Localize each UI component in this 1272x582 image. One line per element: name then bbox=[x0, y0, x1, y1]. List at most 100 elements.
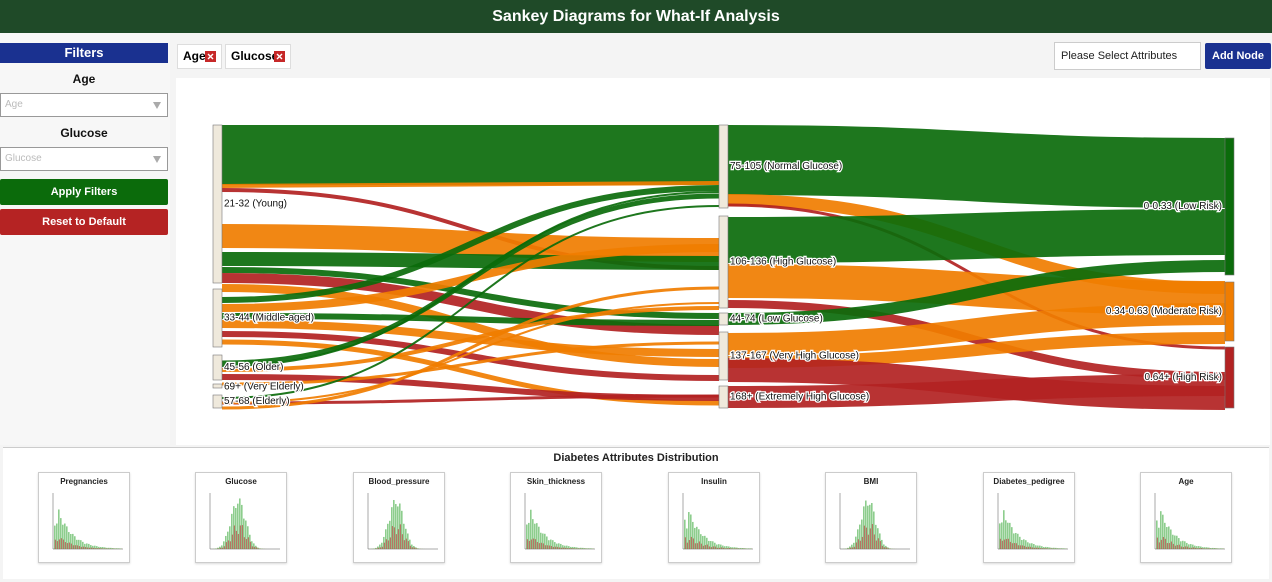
hist-bar bbox=[243, 518, 245, 549]
chip-remove[interactable] bbox=[274, 51, 285, 62]
hist-bar bbox=[528, 540, 530, 549]
hist-bar bbox=[1041, 548, 1043, 549]
hist-bar bbox=[383, 542, 385, 549]
hist-bar bbox=[742, 548, 744, 549]
hist-bar bbox=[1049, 548, 1051, 549]
hist-bar bbox=[724, 548, 726, 549]
hist-bar bbox=[1194, 547, 1196, 549]
hist-bar bbox=[397, 506, 399, 549]
hist-bar bbox=[118, 548, 120, 549]
hist-bar bbox=[714, 546, 716, 549]
hist-bar bbox=[550, 539, 552, 549]
hist-bar bbox=[702, 535, 704, 549]
chip-remove[interactable] bbox=[205, 51, 216, 62]
hist-bar bbox=[387, 523, 389, 549]
hist-bar bbox=[578, 547, 580, 549]
hist-bar bbox=[86, 543, 88, 549]
hist-bar bbox=[84, 543, 86, 549]
hist-bar bbox=[1033, 544, 1035, 549]
hist-bar bbox=[881, 545, 883, 549]
chip[interactable]: Glucose bbox=[225, 44, 291, 69]
apply-button[interactable]: Apply Filters bbox=[0, 179, 168, 205]
attribute-input[interactable]: Please Select Attributes bbox=[1054, 42, 1201, 70]
hist-bar bbox=[1186, 546, 1188, 549]
hist-bar bbox=[590, 548, 592, 549]
hist-bar bbox=[1194, 545, 1196, 549]
hist-bar bbox=[1035, 545, 1037, 549]
hist-bar bbox=[564, 545, 566, 549]
filter-select[interactable]: Age bbox=[0, 93, 168, 117]
hist-bar bbox=[556, 543, 558, 549]
hist-bar bbox=[78, 546, 80, 549]
hist-bar bbox=[1061, 548, 1063, 549]
sankey-node bbox=[212, 394, 223, 409]
hist-bar bbox=[1172, 543, 1174, 549]
hist-bar bbox=[875, 540, 877, 549]
hist-bar bbox=[393, 527, 395, 549]
hist-bar bbox=[556, 546, 558, 549]
hist-bar bbox=[566, 545, 568, 549]
hist-bar bbox=[718, 544, 720, 549]
hist-bar bbox=[540, 532, 542, 549]
hist-bar bbox=[379, 547, 381, 549]
chip[interactable]: Age bbox=[177, 44, 222, 69]
hist-bar bbox=[1005, 520, 1007, 549]
hist-bar bbox=[710, 541, 712, 549]
hist-bar bbox=[1168, 543, 1170, 549]
hist-bar bbox=[245, 520, 247, 549]
hist-bar bbox=[847, 548, 849, 549]
hist-bar bbox=[746, 548, 748, 549]
distribution-panel: Diabetes Attributes Distribution Pregnan… bbox=[3, 447, 1269, 579]
hist-bar bbox=[887, 548, 889, 549]
hist-bar bbox=[865, 500, 867, 549]
hist-bar bbox=[1182, 540, 1184, 549]
hist-bar bbox=[883, 544, 885, 549]
hist-bar bbox=[734, 548, 736, 549]
hist-bar bbox=[381, 542, 383, 549]
hist-bar bbox=[58, 539, 60, 549]
hist-bar bbox=[1172, 534, 1174, 549]
hist-bar bbox=[393, 499, 395, 549]
hist-bar bbox=[536, 523, 538, 549]
sankey-node bbox=[212, 124, 223, 284]
hist-bar bbox=[726, 548, 728, 549]
reset-button[interactable]: Reset to Default bbox=[0, 209, 168, 235]
hist-bar bbox=[570, 546, 572, 549]
hist-bar bbox=[730, 547, 732, 549]
hist-bar bbox=[722, 547, 724, 549]
hist-bar bbox=[243, 537, 245, 549]
hist-bar bbox=[409, 539, 411, 549]
sankey-node bbox=[1224, 137, 1235, 276]
hist-bar bbox=[1214, 548, 1216, 549]
hist-bar bbox=[859, 540, 861, 549]
hist-bar bbox=[80, 540, 82, 549]
add-node-button[interactable]: Add Node bbox=[1205, 43, 1271, 69]
hist-bar bbox=[112, 548, 114, 549]
sankey-link bbox=[727, 209, 1226, 263]
hist-bar bbox=[1180, 546, 1182, 549]
hist-bar bbox=[526, 539, 528, 549]
hist-bar bbox=[552, 546, 554, 549]
hist-bar bbox=[588, 548, 590, 549]
hist-bar bbox=[1027, 542, 1029, 549]
hist-bar bbox=[395, 534, 397, 549]
hist-bar bbox=[748, 548, 750, 549]
hist-bar bbox=[867, 534, 869, 549]
histogram-card: Insulin bbox=[668, 472, 760, 563]
node-label: 75-105 (Normal Glucose) bbox=[730, 161, 842, 172]
hist-bar bbox=[395, 504, 397, 549]
histogram bbox=[524, 493, 595, 550]
hist-bar bbox=[740, 547, 742, 549]
hist-bar bbox=[379, 544, 381, 549]
hist-bar bbox=[1212, 547, 1214, 549]
hist-bar bbox=[249, 541, 251, 549]
hist-bar bbox=[548, 540, 550, 549]
hist-bar bbox=[1162, 514, 1164, 549]
hist-bar bbox=[698, 529, 700, 549]
hist-bar bbox=[546, 536, 548, 549]
hist-bar bbox=[1017, 533, 1019, 549]
hist-bar bbox=[241, 525, 243, 549]
filter-select[interactable]: Glucose bbox=[0, 147, 168, 171]
hist-bar bbox=[1031, 543, 1033, 549]
